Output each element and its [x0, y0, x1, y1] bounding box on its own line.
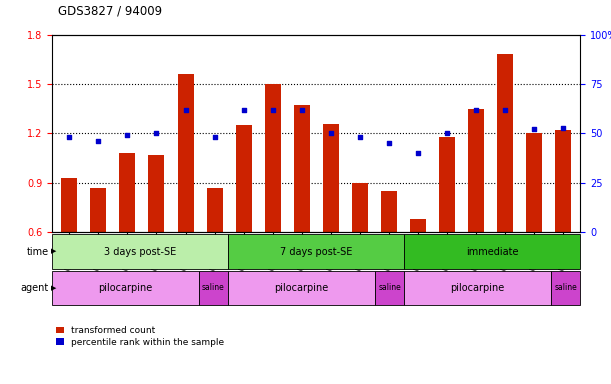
Bar [178, 74, 194, 232]
Bar [439, 137, 455, 232]
Bar [265, 84, 280, 232]
Point [239, 107, 249, 113]
Bar [404, 234, 580, 269]
Bar [207, 188, 222, 232]
Text: GDS3827 / 94009: GDS3827 / 94009 [58, 4, 162, 17]
Bar [61, 178, 78, 232]
Bar [90, 188, 106, 232]
Bar [228, 271, 375, 305]
Bar [323, 124, 338, 232]
Bar [120, 153, 136, 232]
Point [326, 131, 335, 137]
Text: pilocarpine: pilocarpine [274, 283, 329, 293]
Point [123, 132, 133, 139]
Point [181, 107, 191, 113]
Bar [352, 183, 368, 232]
Point [152, 131, 161, 137]
Point [471, 107, 481, 113]
Point [442, 131, 452, 137]
Text: 3 days post-SE: 3 days post-SE [104, 247, 176, 257]
Bar [148, 155, 164, 232]
Bar [52, 271, 199, 305]
Text: agent: agent [21, 283, 49, 293]
Point [384, 140, 393, 146]
Legend: transformed count, percentile rank within the sample: transformed count, percentile rank withi… [56, 326, 224, 347]
Point [268, 107, 277, 113]
Bar [555, 130, 571, 232]
Text: time: time [27, 247, 49, 257]
Bar [236, 125, 252, 232]
Point [529, 126, 539, 132]
Text: ▶: ▶ [51, 285, 57, 291]
Text: immediate: immediate [466, 247, 519, 257]
Bar [497, 55, 513, 232]
Text: pilocarpine: pilocarpine [450, 283, 505, 293]
Bar [52, 234, 228, 269]
Point [558, 124, 568, 131]
Text: saline: saline [554, 283, 577, 293]
Point [65, 134, 75, 141]
Text: pilocarpine: pilocarpine [98, 283, 153, 293]
Bar [551, 271, 580, 305]
Point [297, 107, 307, 113]
Bar [228, 234, 404, 269]
Point [93, 138, 103, 144]
Text: 7 days post-SE: 7 days post-SE [280, 247, 353, 257]
Bar [468, 109, 484, 232]
Point [210, 134, 219, 141]
Text: saline: saline [202, 283, 225, 293]
Bar [294, 106, 310, 232]
Bar [381, 191, 397, 232]
Bar [526, 134, 542, 232]
Point [413, 150, 423, 156]
Bar [375, 271, 404, 305]
Bar [404, 271, 551, 305]
Bar [199, 271, 228, 305]
Bar [410, 219, 426, 232]
Text: saline: saline [378, 283, 401, 293]
Point [500, 107, 510, 113]
Text: ▶: ▶ [51, 248, 57, 255]
Point [355, 134, 365, 141]
